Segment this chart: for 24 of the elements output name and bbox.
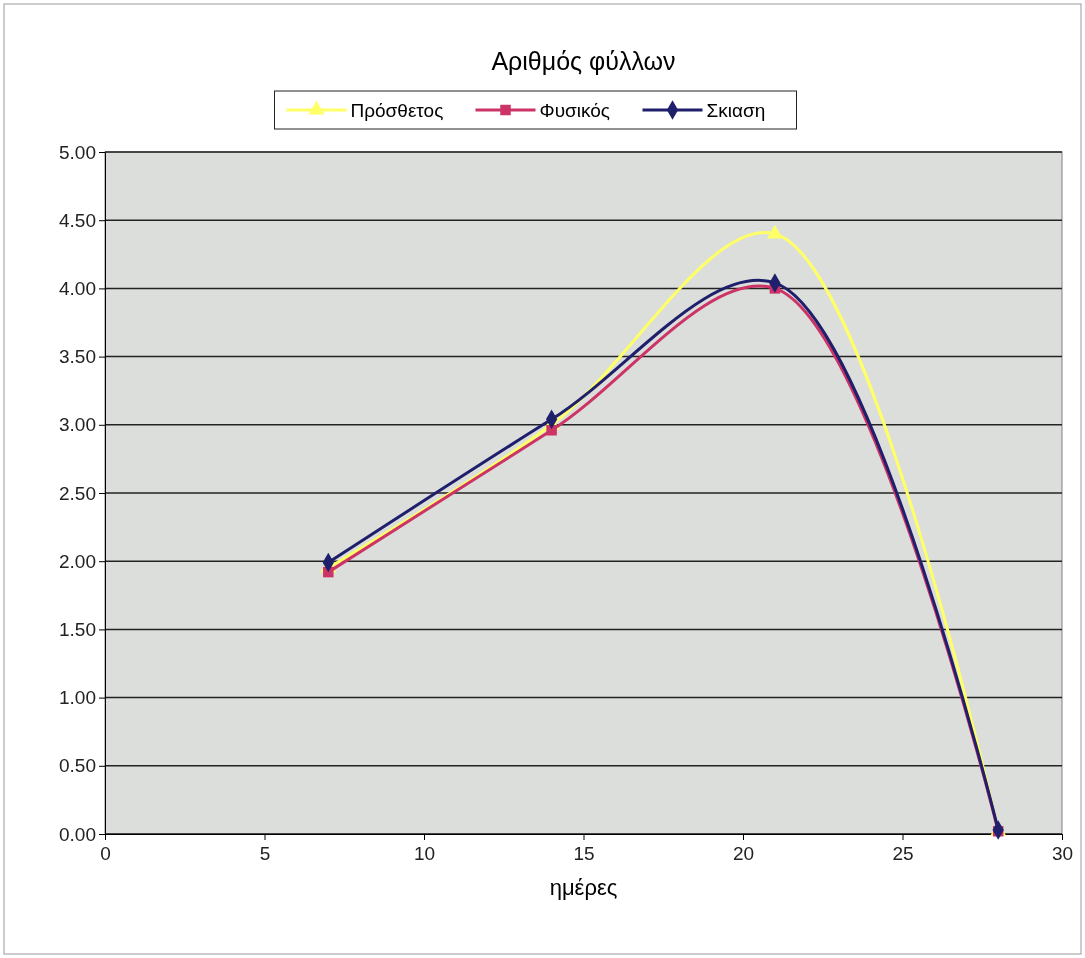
y-tick-label: 1.50 xyxy=(59,618,96,640)
y-tick-label: 3.50 xyxy=(59,346,96,368)
y-tick-label: 0.00 xyxy=(59,823,96,845)
legend-label: Φυσικός xyxy=(539,100,610,121)
x-tick-label: 20 xyxy=(732,843,755,865)
y-tick-label: 4.50 xyxy=(59,209,96,231)
x-tick-label: 0 xyxy=(100,843,111,865)
x-tick-label: 10 xyxy=(413,843,436,865)
y-tick-label: 4.00 xyxy=(59,277,96,299)
y-tick-label: 2.00 xyxy=(59,550,96,572)
x-tick-label: 15 xyxy=(573,843,595,865)
x-tick-label: 30 xyxy=(1051,843,1074,865)
x-axis-title: ημέρες xyxy=(549,875,618,900)
point xyxy=(546,425,557,436)
legend-label: Σκιαση xyxy=(706,100,766,121)
y-tick-label: 2.50 xyxy=(59,482,96,504)
x-tick-label: 25 xyxy=(892,843,914,865)
chart-title: Αριθμός φύλλων xyxy=(491,47,676,75)
y-tick-label: 5.00 xyxy=(59,141,96,163)
y-tick-label: 0.50 xyxy=(59,755,96,777)
y-tick-label: 3.00 xyxy=(59,414,96,436)
x-tick-label: 5 xyxy=(259,843,271,865)
y-tick-label: 1.00 xyxy=(59,687,96,709)
legend-label: Πρόσθετος xyxy=(350,100,444,121)
